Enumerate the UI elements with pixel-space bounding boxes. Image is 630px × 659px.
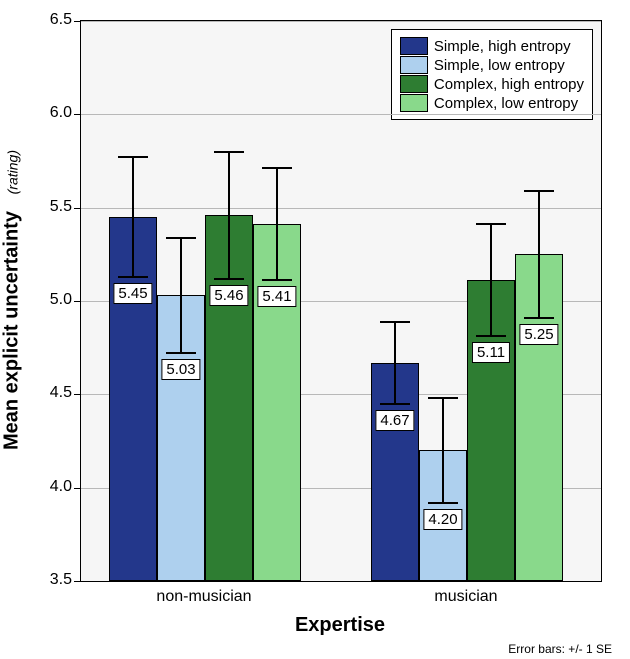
error-bar [442, 398, 444, 503]
y-tick-label: 6.5 [22, 11, 72, 29]
error-cap [214, 151, 244, 153]
error-bar [228, 152, 230, 279]
bar-value-label: 4.20 [423, 509, 462, 530]
x-tick-label: musician [434, 588, 497, 606]
legend-swatch [400, 94, 428, 112]
y-tick [74, 301, 81, 302]
error-bar [276, 168, 278, 280]
legend-label: Complex, high entropy [434, 76, 584, 93]
legend-label: Simple, low entropy [434, 57, 565, 74]
error-cap [118, 276, 148, 278]
plot-area: Simple, high entropy Simple, low entropy C… [80, 20, 602, 582]
error-cap [118, 156, 148, 158]
y-tick [74, 208, 81, 209]
bar-value-label: 5.45 [113, 283, 152, 304]
y-tick-label: 3.5 [22, 571, 72, 589]
y-tick-label: 4.5 [22, 384, 72, 402]
legend-label: Simple, high entropy [434, 38, 571, 55]
gridline [81, 21, 601, 22]
error-cap [428, 397, 458, 399]
error-cap [476, 335, 506, 337]
bar-value-label: 5.11 [472, 342, 510, 363]
y-tick [74, 21, 81, 22]
legend-label: Complex, low entropy [434, 95, 578, 112]
bar-value-label: 5.46 [209, 285, 248, 306]
error-cap [428, 502, 458, 504]
error-bar [490, 224, 492, 336]
y-tick-label: 6.0 [22, 104, 72, 122]
error-cap [476, 223, 506, 225]
legend-item: Simple, high entropy [400, 37, 584, 55]
error-cap [166, 237, 196, 239]
legend-swatch [400, 37, 428, 55]
legend-item: Complex, high entropy [400, 75, 584, 93]
y-axis-label: Mean explicit uncertainty (rating) [1, 150, 24, 450]
error-cap [524, 317, 554, 319]
y-tick-label: 5.5 [22, 198, 72, 216]
y-tick [74, 394, 81, 395]
x-axis-label: Expertise [295, 614, 385, 637]
y-tick [74, 488, 81, 489]
error-bar [180, 238, 182, 354]
error-bar [394, 322, 396, 404]
error-cap [524, 190, 554, 192]
y-axis-label-main: Mean explicit uncertainty [1, 211, 23, 450]
error-cap [214, 278, 244, 280]
y-tick-label: 5.0 [22, 291, 72, 309]
error-bar [538, 191, 540, 318]
error-cap [166, 352, 196, 354]
error-cap [380, 321, 410, 323]
error-cap [380, 403, 410, 405]
error-cap [262, 167, 292, 169]
bar-value-label: 5.03 [161, 359, 200, 380]
bar-value-label: 5.25 [519, 324, 558, 345]
legend-item: Simple, low entropy [400, 56, 584, 74]
legend-swatch [400, 75, 428, 93]
gridline [81, 208, 601, 209]
chart-container: Simple, high entropy Simple, low entropy C… [0, 0, 630, 659]
bar-value-label: 4.67 [375, 410, 414, 431]
gridline [81, 114, 601, 115]
error-bar [132, 157, 134, 276]
y-axis-label-sub: (rating) [5, 150, 21, 194]
x-tick-label: non-musician [156, 588, 251, 606]
error-bar-note: Error bars: +/- 1 SE [508, 642, 612, 656]
y-tick-label: 4.0 [22, 478, 72, 496]
y-tick [74, 114, 81, 115]
error-cap [262, 279, 292, 281]
legend-item: Complex, low entropy [400, 94, 584, 112]
legend-swatch [400, 56, 428, 74]
y-tick [74, 581, 81, 582]
legend: Simple, high entropy Simple, low entropy C… [391, 29, 593, 120]
bar-value-label: 5.41 [257, 286, 296, 307]
